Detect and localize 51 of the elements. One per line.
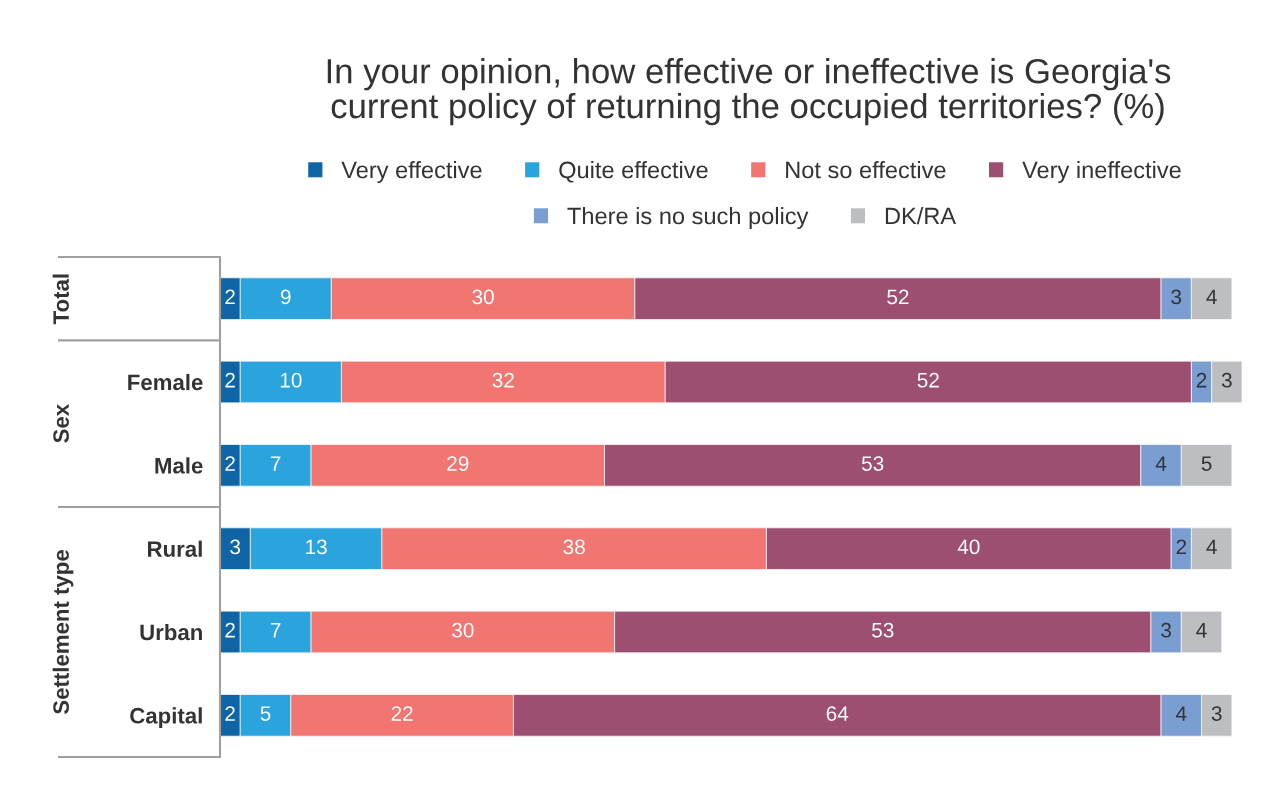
legend-label: Very ineffective [1022, 161, 1181, 184]
data-label: 3 [1211, 706, 1222, 721]
legend-label: There is no such policy [567, 207, 809, 230]
data-label: 53 [861, 456, 884, 471]
chart-title: In your opinion, how effective or ineffective is Georgia's current policy of returning the occupied territories? (%) [327, 58, 1171, 126]
y-tick-label: Urban [140, 623, 202, 641]
legend-label: Quite effective [559, 161, 708, 183]
data-label: 32 [492, 372, 514, 388]
data-label: 22 [391, 706, 413, 721]
data-label: 9 [280, 289, 291, 305]
y-tick-label: Female [128, 373, 203, 391]
data-label: 2 [225, 372, 235, 388]
data-label: 2 [225, 456, 235, 471]
data-label: 40 [957, 539, 980, 555]
data-label: 4 [1196, 623, 1207, 638]
data-label: 13 [306, 539, 327, 555]
text: Settlement type [52, 550, 74, 715]
data-label: 2 [225, 622, 235, 638]
data-label: 38 [563, 539, 585, 555]
data-label: 4 [1155, 456, 1167, 471]
legend-label: DK/RA [885, 207, 957, 225]
data-label: 2 [225, 289, 235, 305]
data-label: 52 [887, 289, 909, 305]
data-label: 2 [1176, 539, 1187, 555]
data-label: 30 [472, 289, 494, 305]
legend-label: Not so effective [786, 161, 946, 179]
data-label: 3 [230, 539, 241, 555]
data-label: 5 [260, 706, 271, 721]
data-label: 4 [1206, 289, 1217, 305]
y-tick-label: Rural [148, 540, 202, 557]
data-label: 3 [1221, 372, 1232, 388]
data-label: 4 [1206, 539, 1217, 555]
legend-label: Very effective [341, 161, 482, 184]
text: Total [52, 274, 69, 325]
data-label: 64 [826, 706, 849, 721]
data-label: 2 [225, 706, 235, 721]
data-label: 7 [270, 623, 281, 638]
data-label: 4 [1175, 706, 1187, 721]
data-label: 53 [872, 622, 894, 638]
data-label: 10 [280, 372, 302, 388]
data-label: 3 [1161, 622, 1171, 638]
data-label: 7 [270, 456, 281, 471]
text: Sex [53, 404, 69, 443]
y-tick-label: Capital [130, 707, 202, 728]
data-label: 52 [917, 372, 939, 388]
data-label: 29 [447, 456, 469, 471]
data-label: 3 [1171, 289, 1182, 305]
data-label: 2 [1196, 372, 1207, 388]
data-label: 30 [452, 622, 474, 638]
y-tick-label: Male [155, 457, 203, 474]
data-label: 5 [1201, 456, 1212, 471]
